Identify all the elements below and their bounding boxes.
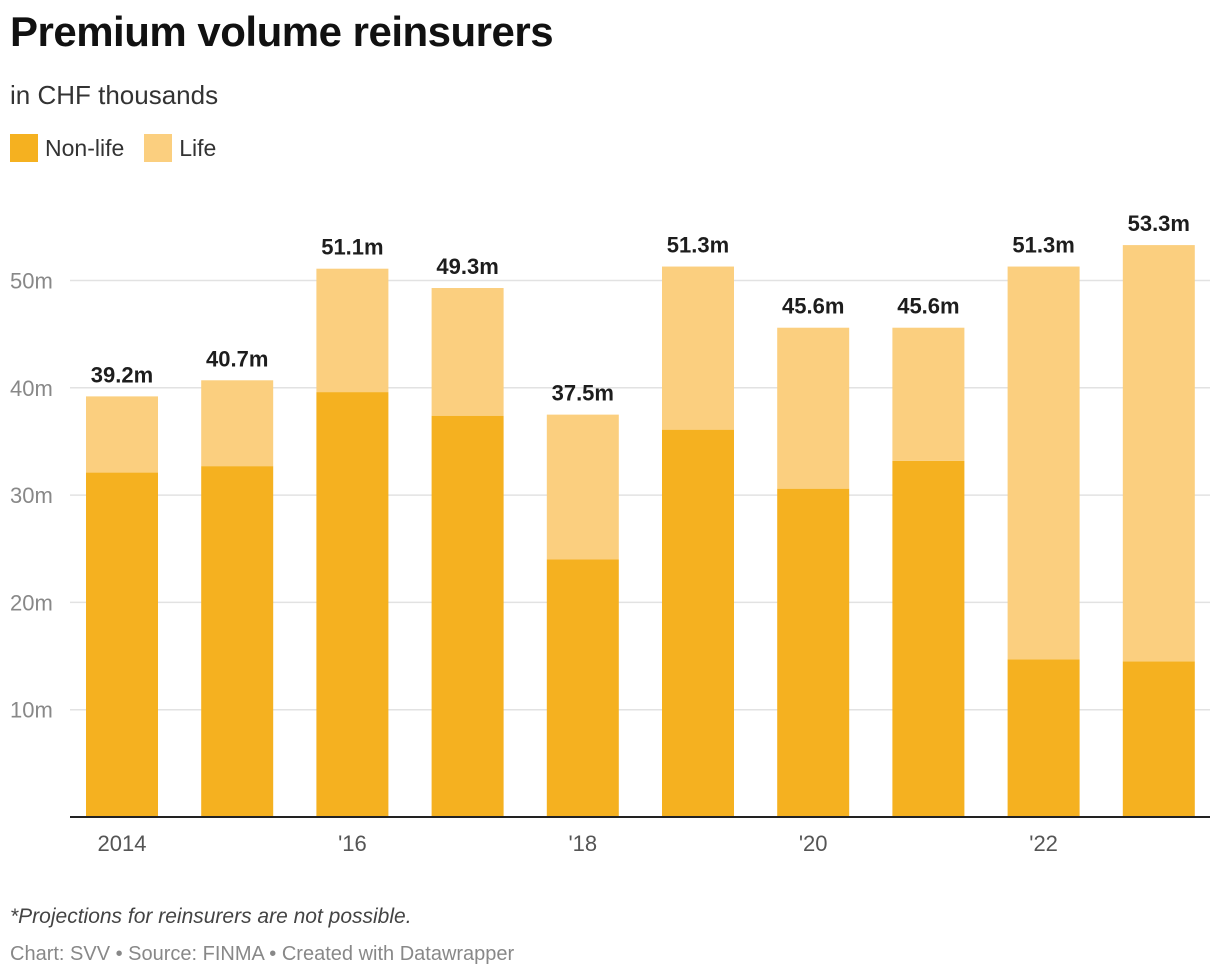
bar-non-life-2019: [662, 429, 734, 817]
total-label-2016: 51.1m: [321, 235, 383, 260]
total-label-2018: 37.5m: [552, 381, 614, 406]
legend-swatch-non-life: [10, 134, 38, 162]
total-label-2019: 51.3m: [667, 233, 729, 258]
bar-life-2019: [662, 266, 734, 430]
bar-life-2018: [546, 414, 619, 560]
chart-subtitle: in CHF thousands: [10, 80, 219, 110]
labels-layer: 39.2m 2014 40.7m 51.1m '16 49.3m 37.5m '18 51.3m…: [70, 211, 1210, 856]
y-tick-label: 40m: [10, 376, 53, 401]
footnote: *Projections for reinsurers are not poss…: [10, 905, 412, 928]
bar-life-2016: [316, 268, 389, 393]
legend-label-non-life: Non-life: [45, 134, 125, 161]
bar-non-life-2022: [1007, 659, 1080, 817]
total-label-2023: 53.3m: [1128, 211, 1190, 236]
credits: Chart: SVV • Source: FINMA • Created wit…: [10, 943, 515, 965]
x-tick-label-2014: 2014: [98, 831, 147, 856]
total-label-2015: 40.7m: [206, 346, 268, 371]
bar-non-life-2023: [1122, 661, 1195, 817]
bar-non-life-2020: [777, 488, 850, 817]
y-tick-label: 20m: [10, 590, 53, 615]
bar-non-life-2015: [201, 466, 274, 817]
x-tick-label-2018: '18: [568, 831, 597, 856]
legend: Non-life Life: [10, 134, 236, 162]
bar-life-2022: [1007, 266, 1080, 660]
x-tick-label-2016: '16: [338, 831, 367, 856]
legend-item-non-life: Non-life: [10, 134, 124, 162]
y-tick-label: 30m: [10, 483, 53, 508]
bar-life-2020: [777, 327, 850, 489]
total-label-2017: 49.3m: [436, 254, 498, 279]
bar-life-2023: [1122, 245, 1195, 662]
bar-life-2021: [892, 327, 965, 461]
total-label-2021: 45.6m: [897, 294, 959, 319]
bar-non-life-2017: [431, 415, 504, 817]
bar-non-life-2014: [86, 472, 158, 817]
legend-label-life: Life: [179, 134, 217, 161]
x-tick-label-2022: '22: [1029, 831, 1058, 856]
bar-life-2017: [431, 288, 504, 416]
chart-title: Premium volume reinsurers: [10, 8, 554, 55]
legend-swatch-life: [144, 134, 173, 162]
y-tick-label: 50m: [10, 269, 53, 294]
bar-non-life-2016: [316, 392, 389, 817]
bar-life-2014: [86, 396, 158, 473]
bar-life-2015: [201, 380, 274, 467]
bars-layer: [86, 245, 1195, 817]
x-tick-label-2020: '20: [799, 831, 828, 856]
total-label-2020: 45.6m: [782, 294, 844, 319]
legend-item-life: Life: [144, 134, 216, 162]
y-tick-label: 10m: [10, 698, 53, 723]
bar-non-life-2021: [892, 460, 965, 817]
total-label-2014: 39.2m: [91, 362, 153, 387]
total-label-2022: 51.3m: [1012, 233, 1074, 258]
bar-non-life-2018: [546, 559, 619, 817]
